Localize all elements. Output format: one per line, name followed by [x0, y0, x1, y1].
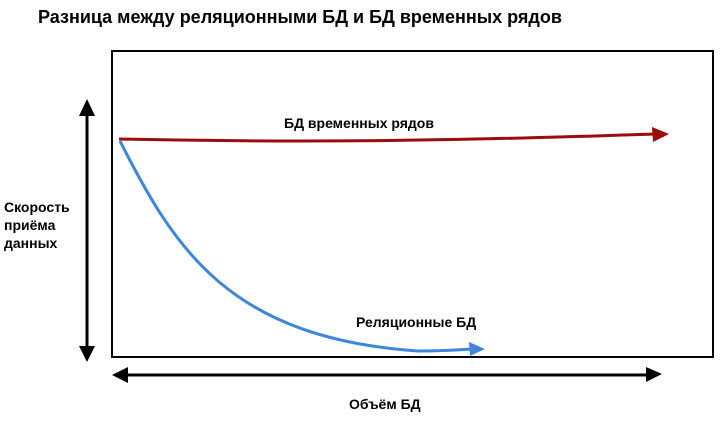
plot-frame [111, 50, 714, 358]
relational-label: Реляционные БД [356, 314, 477, 330]
y-axis-label-line: приёма [4, 217, 56, 233]
x-axis-label: Объём БД [349, 396, 421, 412]
x-axis-arrow [112, 367, 662, 383]
y-axis-arrow [79, 99, 95, 362]
y-axis-label-line: данных [4, 235, 58, 251]
timeseries-line [118, 127, 669, 143]
timeseries-label: БД временных рядов [284, 115, 434, 131]
page-title: Разница между реляционными БД и БД време… [38, 7, 562, 27]
y-axis-label: Скорость приёма данных [4, 198, 70, 252]
relational-curve [118, 140, 485, 356]
y-axis-label-line: Скорость [4, 199, 70, 215]
